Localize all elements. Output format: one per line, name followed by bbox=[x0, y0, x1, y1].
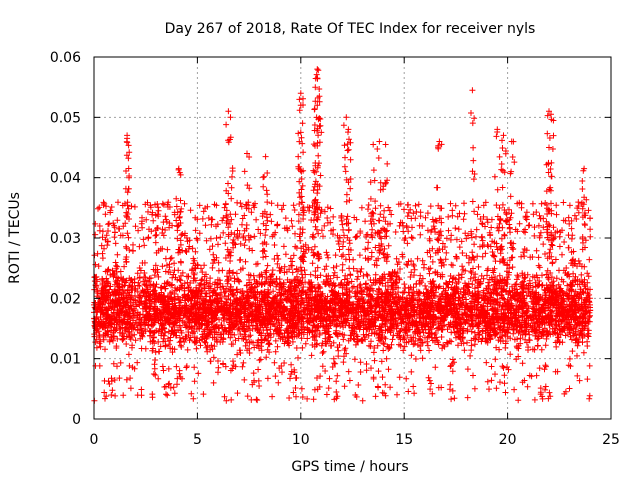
y-tick-label: 0.03 bbox=[50, 231, 81, 247]
x-tick-label: 5 bbox=[193, 432, 202, 448]
x-tick-label: 0 bbox=[90, 432, 99, 448]
x-tick-label: 15 bbox=[395, 432, 413, 448]
x-tick-label: 20 bbox=[499, 432, 517, 448]
data-points bbox=[91, 66, 594, 404]
y-axis-label: ROTI / TECUs bbox=[7, 192, 23, 284]
y-tick-label: 0.04 bbox=[50, 171, 81, 187]
y-tick-label: 0 bbox=[72, 412, 81, 428]
roti-points bbox=[91, 66, 594, 404]
grid-lines bbox=[94, 57, 611, 419]
y-tick-labels: 0 0.01 0.02 0.03 0.04 0.05 0.06 bbox=[50, 50, 81, 428]
x-tick-label: 25 bbox=[602, 432, 620, 448]
y-tick-label: 0.01 bbox=[50, 352, 81, 368]
x-tick-label: 10 bbox=[292, 432, 310, 448]
axis-ticks bbox=[93, 56, 612, 420]
y-tick-label: 0.02 bbox=[50, 291, 81, 307]
x-axis-label: GPS time / hours bbox=[291, 459, 408, 475]
plot-frame bbox=[93, 56, 612, 420]
y-tick-label: 0.05 bbox=[50, 110, 81, 126]
x-tick-labels: 0 5 10 15 20 25 bbox=[90, 432, 620, 448]
y-tick-label: 0.06 bbox=[50, 50, 81, 66]
chart-title: Day 267 of 2018, Rate Of TEC Index for r… bbox=[165, 21, 536, 37]
